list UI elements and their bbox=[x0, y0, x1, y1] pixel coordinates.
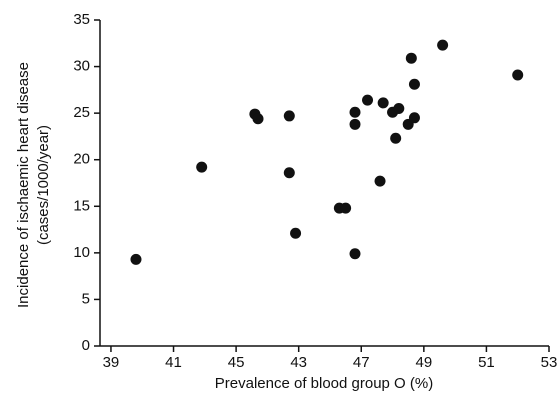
y-tick-label: 30 bbox=[73, 58, 90, 75]
point bbox=[393, 102, 405, 114]
x-tick-label: 43 bbox=[290, 354, 307, 371]
point bbox=[130, 253, 142, 265]
point bbox=[374, 175, 386, 187]
point bbox=[512, 69, 524, 81]
y-tick-label: 0 bbox=[82, 337, 90, 354]
x-tick-label: 49 bbox=[415, 354, 432, 371]
point bbox=[349, 248, 361, 260]
point bbox=[283, 167, 295, 179]
point bbox=[362, 94, 374, 106]
point bbox=[408, 78, 420, 90]
point bbox=[437, 39, 449, 51]
point bbox=[283, 110, 295, 122]
point bbox=[349, 118, 361, 130]
point bbox=[405, 52, 417, 64]
y-tick-label: 35 bbox=[73, 11, 90, 28]
y-tick-label: 15 bbox=[73, 197, 90, 214]
y-tick-label: 10 bbox=[73, 244, 90, 261]
x-tick-label: 53 bbox=[541, 354, 557, 371]
x-axis-label: Prevalence of blood group O (%) bbox=[215, 375, 433, 392]
x-tick-label: 41 bbox=[165, 354, 182, 371]
x-tick-label: 51 bbox=[478, 354, 495, 371]
point bbox=[349, 106, 361, 118]
y-axis-label: Incidence of ischaemic heart disease bbox=[15, 62, 32, 308]
point bbox=[390, 132, 402, 144]
y-tick-label: 25 bbox=[73, 104, 90, 121]
y-tick-label: 20 bbox=[73, 151, 90, 168]
point bbox=[408, 112, 420, 124]
y-tick-label: 5 bbox=[82, 290, 90, 307]
point bbox=[377, 97, 389, 109]
x-tick-label: 47 bbox=[353, 354, 370, 371]
point bbox=[340, 202, 352, 214]
point bbox=[196, 161, 208, 173]
x-tick-label: 39 bbox=[103, 354, 120, 371]
point bbox=[252, 113, 264, 125]
y-axis-label: (cases/1000/year) bbox=[35, 125, 52, 245]
x-tick-label: 45 bbox=[228, 354, 245, 371]
point bbox=[290, 227, 302, 239]
